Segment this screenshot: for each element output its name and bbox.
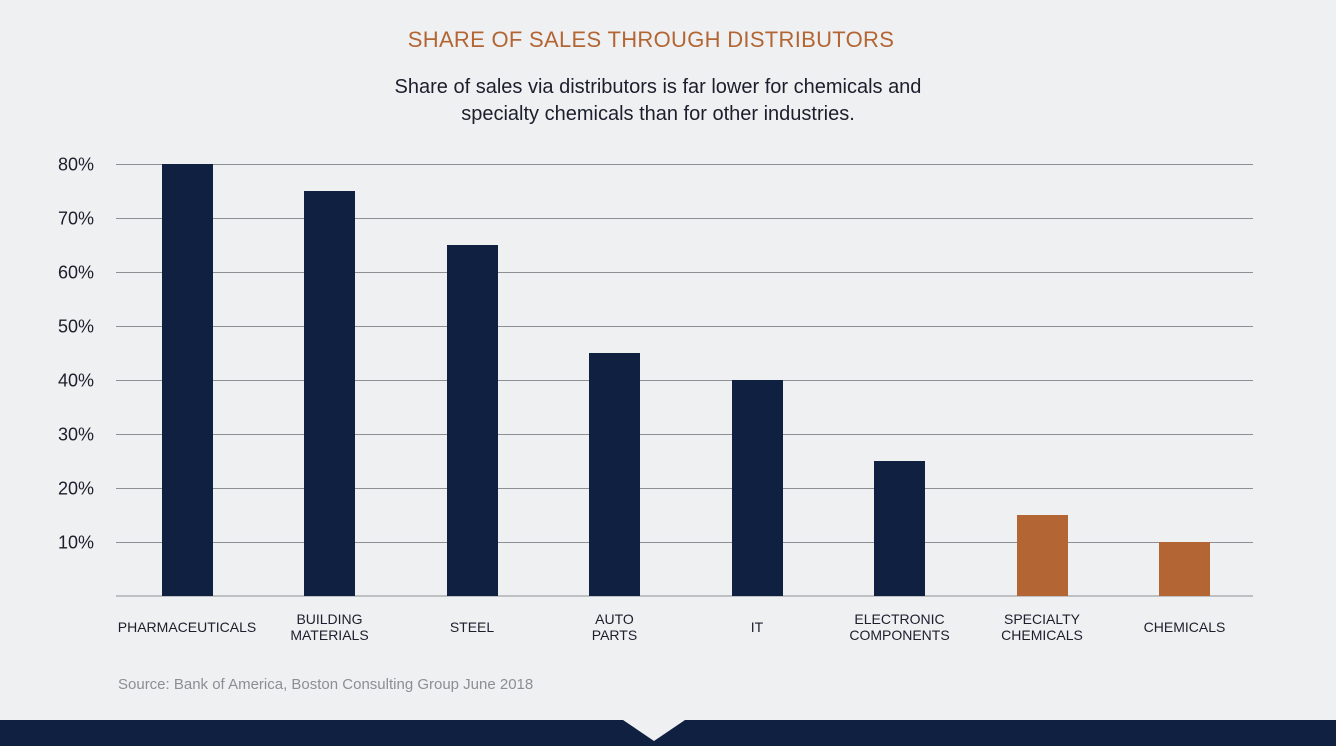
y-tick-label: 20% [58, 479, 94, 499]
source-note: Source: Bank of America, Boston Consulti… [118, 676, 534, 693]
bar [1017, 515, 1068, 596]
x-tick-label-line: CHEMICALS [1001, 627, 1083, 643]
bar [304, 191, 355, 596]
y-tick-label: 80% [58, 155, 94, 175]
bar [732, 380, 783, 596]
x-tick-label-line: ELECTRONIC [854, 611, 944, 627]
x-tick-label: BUILDING MATERIALS [290, 611, 368, 643]
x-tick-label-line: CHEMICALS [1144, 619, 1226, 635]
x-tick-label-line: COMPONENTS [849, 627, 949, 643]
x-tick-label: PHARMACEUTICALS [118, 619, 256, 635]
x-tick-label-line: PARTS [592, 627, 637, 643]
y-tick-label: 30% [58, 425, 94, 445]
x-tick-label-line: BUILDING [296, 611, 362, 627]
x-tick-label-line: IT [751, 619, 764, 635]
x-tick-label-line: STEEL [450, 619, 495, 635]
bar [1159, 542, 1210, 596]
chart-title: SHARE OF SALES THROUGH DISTRIBUTORS [407, 27, 895, 52]
x-tick-label-line: AUTO [595, 611, 634, 627]
gridlines [116, 164, 1253, 597]
y-tick-label: 40% [58, 371, 94, 391]
x-tick-label: IT [751, 619, 764, 635]
x-tick-label: SPECIALTY CHEMICALS [1001, 611, 1083, 643]
y-tick-label: 50% [58, 317, 94, 337]
x-tick-label-line: PHARMACEUTICALS [118, 619, 256, 635]
subtitle-line-1: Share of sales via distributors is far l… [394, 76, 922, 98]
y-tick-label: 10% [58, 533, 94, 553]
x-tick-label-line: MATERIALS [290, 627, 368, 643]
bar [162, 164, 213, 596]
x-tick-label-line: SPECIALTY [1004, 611, 1081, 627]
bar-chart: 10% 20% 30% 40% 50% 60% 70% 80% PHARMACEUTICALS… [58, 155, 1253, 643]
x-tick-label: ELECTRONIC COMPONENTS [849, 611, 949, 643]
y-tick-label: 60% [58, 263, 94, 283]
bar [874, 461, 925, 596]
x-axis-labels: PHARMACEUTICALS BUILDING MATERIALS STEEL AUT… [118, 611, 1226, 643]
x-tick-label: AUTO PARTS [592, 611, 637, 643]
bar [589, 353, 640, 596]
subtitle-line-2: specialty chemicals than for other indus… [461, 103, 855, 125]
x-tick-label: CHEMICALS [1144, 619, 1226, 635]
x-tick-label: STEEL [450, 619, 495, 635]
footer-notch-arrow [623, 720, 685, 741]
chart-subtitle: Share of sales via distributors is far l… [0, 74, 1316, 128]
y-tick-label: 70% [58, 209, 94, 229]
bars [162, 164, 1210, 596]
bar [447, 245, 498, 596]
y-axis-ticks: 10% 20% 30% 40% 50% 60% 70% 80% [58, 155, 94, 553]
